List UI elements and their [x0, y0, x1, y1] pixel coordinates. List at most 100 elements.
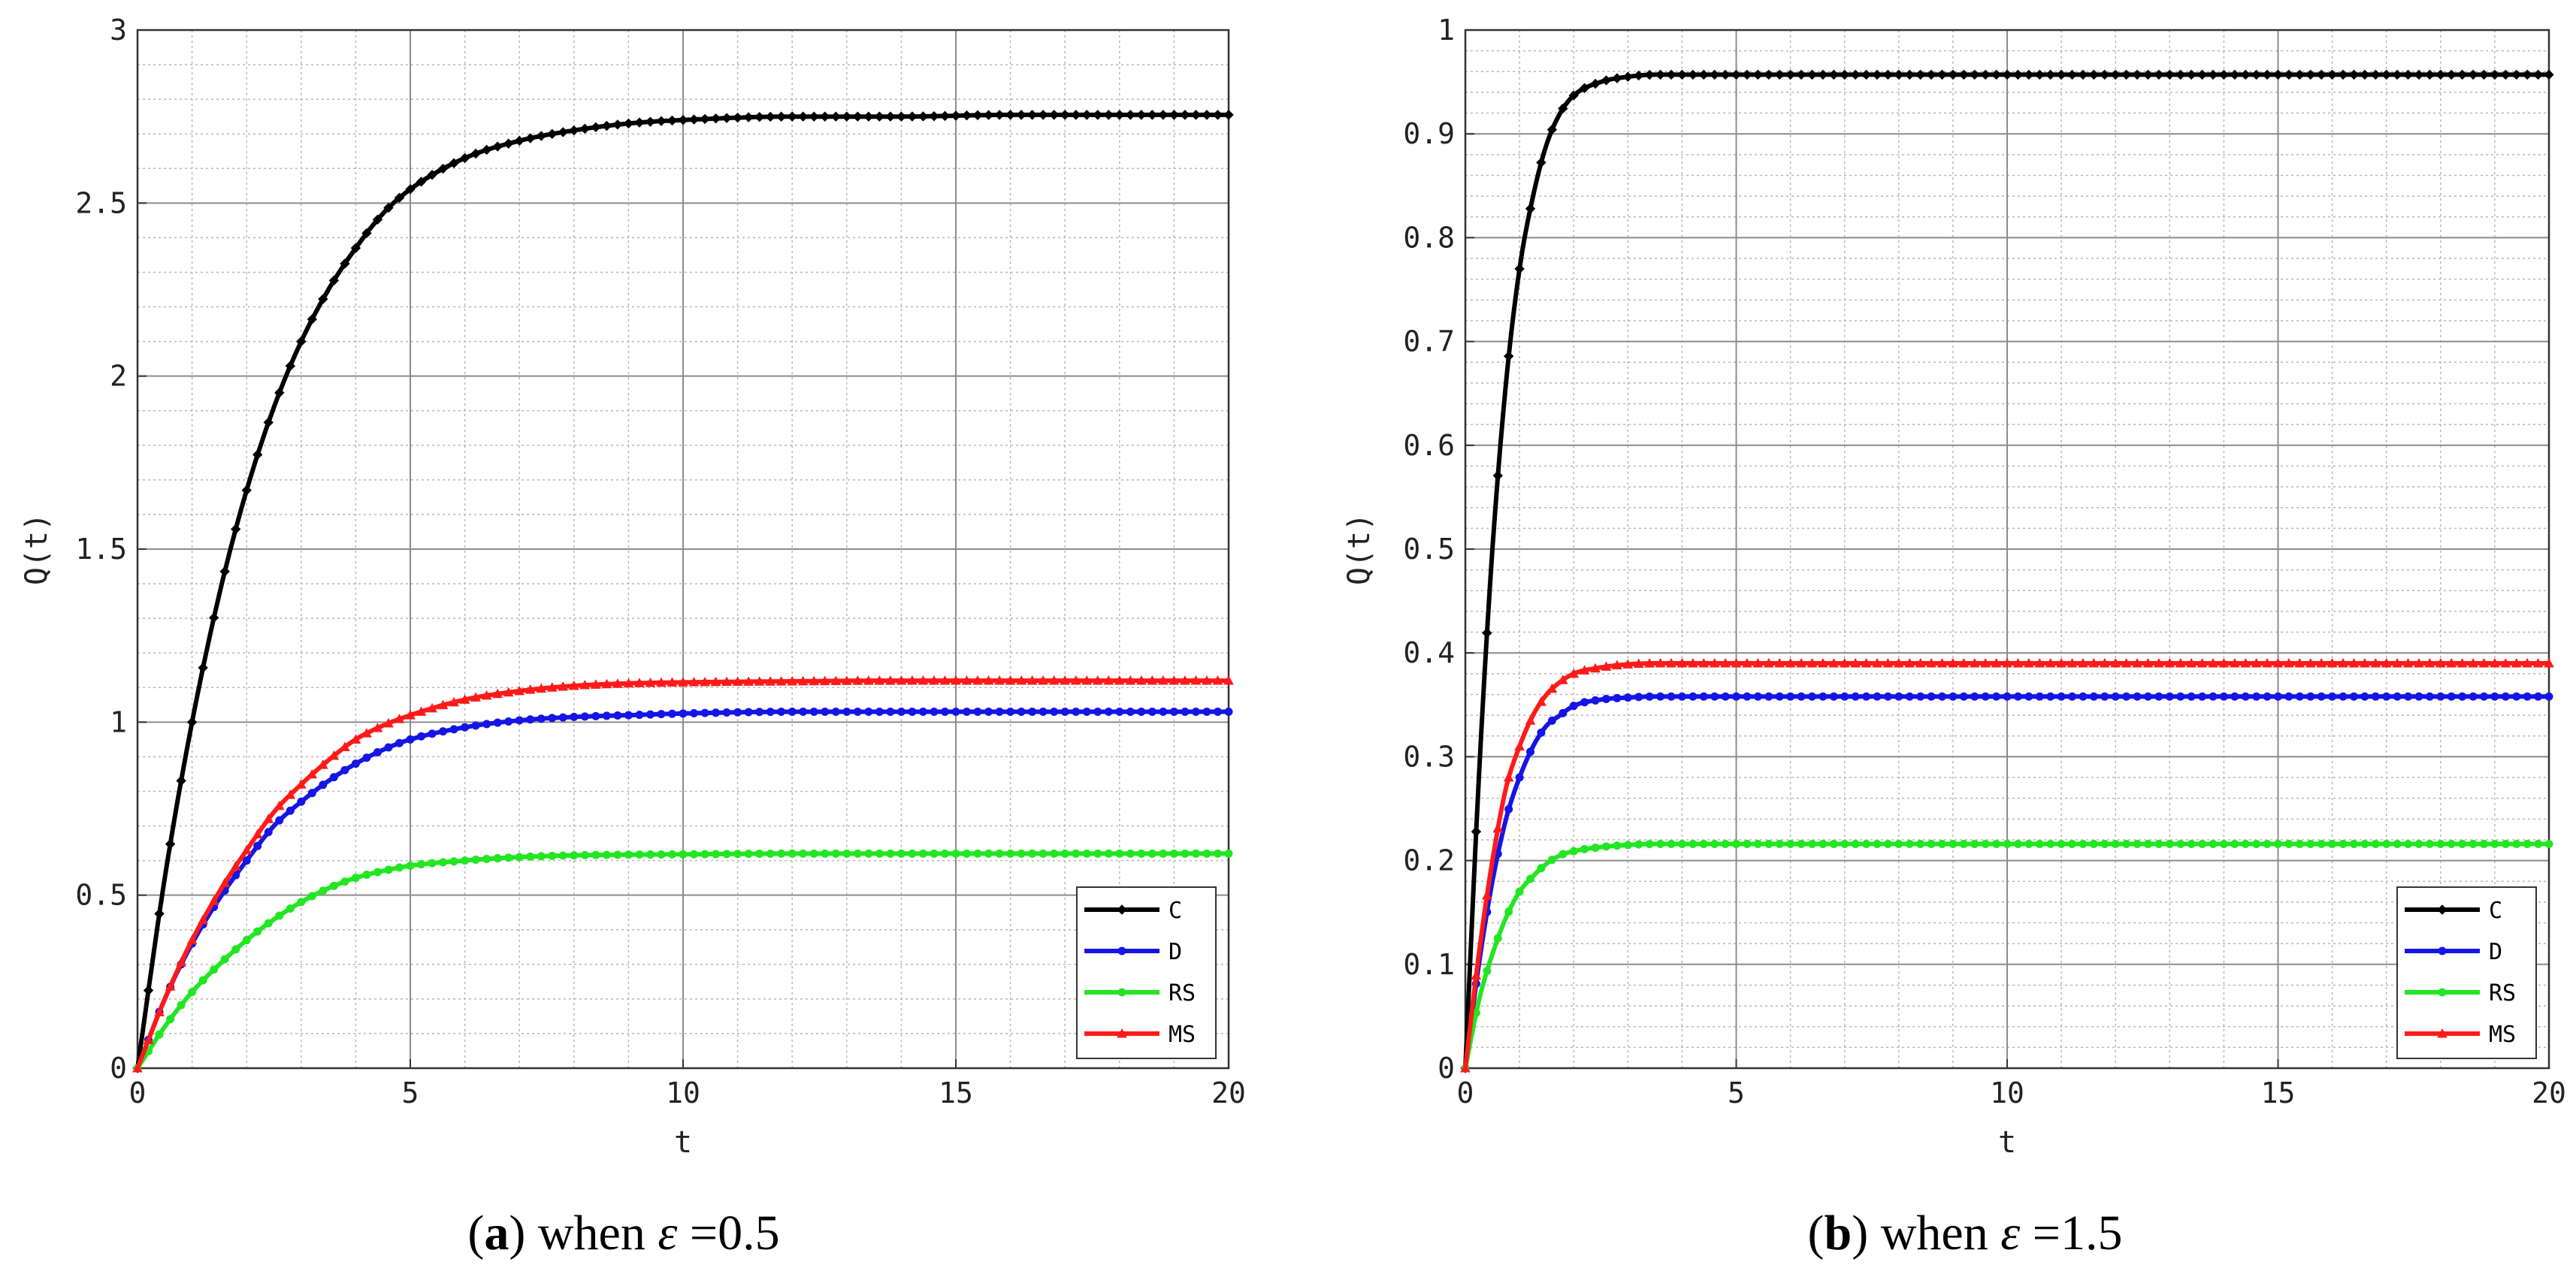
- chart-a-marker-d: [439, 727, 448, 736]
- chart-a-marker-c: [852, 111, 863, 122]
- chart-b-marker-ms: [2262, 657, 2272, 668]
- chart-a-marker-rs: [1169, 849, 1178, 858]
- chart-a-marker-ms: [165, 981, 176, 991]
- chart-b-marker-d: [2111, 692, 2120, 701]
- chart-a-marker-ms: [830, 675, 842, 685]
- chart-a-y-tick-label-1: 1: [110, 705, 127, 738]
- chart-b-marker-d: [2198, 692, 2207, 701]
- chart-b-marker-rs: [2425, 839, 2434, 848]
- chart-b-y-axis-label: Q(t): [1342, 513, 1377, 585]
- chart-b-marker-d: [1883, 692, 1892, 701]
- chart-a-marker-c: [1169, 110, 1180, 120]
- chart-b-marker-rs: [2079, 839, 2088, 848]
- chart-a-marker-c: [721, 113, 732, 123]
- chart-b-marker-d: [1623, 693, 1632, 702]
- chart-a-marker-c: [459, 152, 470, 164]
- chart-b-marker-rs: [2436, 839, 2445, 848]
- chart-b-marker-c: [1579, 83, 1590, 93]
- chart-a-marker-c: [449, 158, 459, 168]
- chart-b-marker-rs: [1894, 839, 1903, 848]
- chart-a-marker-rs: [777, 849, 786, 858]
- chart-b-marker-ms: [2045, 657, 2056, 668]
- chart-b-marker-rs: [2479, 839, 2488, 848]
- chart-b-marker-rs: [1537, 864, 1546, 873]
- chart-b-marker-ms: [2164, 657, 2175, 668]
- chart-b-marker-d: [2035, 692, 2044, 701]
- chart-a-marker-d: [886, 708, 895, 717]
- chart-a-marker-c: [176, 775, 186, 786]
- chart-b-marker-d: [1504, 805, 1513, 814]
- chart-a-marker-d: [755, 708, 764, 717]
- chart-b-marker-d: [2328, 692, 2337, 701]
- chart-b-marker-rs: [2089, 839, 2098, 848]
- chart-b-marker-c: [2164, 69, 2175, 80]
- chart-a-marker-rs: [1104, 849, 1113, 858]
- chart-a-marker-d: [1137, 708, 1146, 717]
- chart-b-marker-ms: [1666, 657, 1677, 668]
- chart-b-marker-rs: [1569, 847, 1578, 856]
- chart-b-marker-ms: [2327, 657, 2338, 668]
- chart-b-marker-ms: [2272, 657, 2284, 668]
- chart-a-marker-d: [351, 759, 360, 768]
- chart-a-marker-rs: [602, 850, 611, 859]
- chart-b-marker-c: [1894, 69, 1904, 80]
- chart-a-marker-rs: [340, 877, 349, 886]
- chart-b-marker-c: [1568, 90, 1579, 101]
- chart-a-marker-c: [361, 228, 372, 239]
- chart-a-marker-c: [547, 128, 558, 140]
- chart-b-marker-ms: [1958, 657, 1970, 668]
- chart-a-marker-c: [612, 119, 623, 130]
- chart-a-marker-ms: [219, 877, 231, 887]
- chart-b-marker-c: [2110, 69, 2121, 80]
- chart-a-marker-rs: [329, 881, 338, 890]
- chart-a-marker-c: [318, 294, 328, 304]
- chart-b-marker-d: [2079, 692, 2088, 701]
- chart-a-marker-ms: [274, 800, 285, 811]
- chart-b-marker-rs: [1764, 839, 1773, 848]
- chart-a-x-tick-label-20: 20: [1211, 1076, 1246, 1109]
- chart-b-marker-c: [1720, 69, 1731, 80]
- chart-a-marker-rs: [1006, 849, 1015, 858]
- chart-b-marker-d: [1721, 692, 1730, 701]
- chart-b-marker-rs: [2111, 839, 2120, 848]
- chart-a-marker-c: [634, 117, 645, 128]
- chart-b-marker-c: [2175, 69, 2186, 80]
- chart-b-marker-rs: [2003, 839, 2012, 848]
- chart-a-marker-ms: [951, 675, 961, 685]
- chart-a-marker-rs: [918, 849, 927, 858]
- chart-a-marker-c: [1071, 110, 1081, 120]
- chart-b-marker-c: [2327, 69, 2338, 80]
- chart-b-legend-label-c: C: [2489, 898, 2502, 924]
- chart-a-marker-rs: [351, 874, 360, 883]
- chart-b-marker-c: [2446, 69, 2457, 80]
- chart-b-legend-box: [2396, 886, 2537, 1059]
- chart-a-marker-ms: [307, 768, 318, 779]
- chart-a-marker-d: [449, 725, 458, 734]
- chart-b-marker-d: [2339, 692, 2348, 701]
- chart-a-marker-ms: [787, 675, 798, 686]
- chart-b-marker-ms: [2348, 657, 2360, 668]
- chart-b-marker-c: [2511, 69, 2522, 80]
- chart-b-marker-ms: [1872, 657, 1882, 668]
- chart-a-marker-d: [613, 711, 622, 720]
- chart-a-marker-c: [219, 566, 230, 577]
- chart-a-marker-d: [667, 709, 676, 718]
- chart-b-marker-rs: [1981, 839, 1990, 848]
- chart-b-marker-rs: [1667, 839, 1676, 848]
- chart-a-marker-c: [830, 111, 841, 122]
- chart-b-marker-ms: [1568, 668, 1580, 678]
- chart-a-marker-ms: [841, 675, 852, 685]
- chart-b-marker-rs: [1559, 850, 1568, 859]
- chart-a-marker-c: [394, 192, 405, 204]
- chart-b-marker-rs: [2414, 839, 2423, 848]
- chart-a-marker-c: [241, 485, 252, 496]
- chart-b-marker-rs: [1504, 907, 1513, 916]
- chart-b-marker-rs: [2165, 839, 2174, 848]
- chart-b-marker-rs: [1970, 839, 1979, 848]
- chart-b-marker-ms: [2142, 657, 2154, 668]
- chart-a-marker-ms: [896, 675, 907, 685]
- chart-b-marker-rs: [1927, 839, 1936, 848]
- chart-b-marker-c: [2522, 69, 2532, 80]
- chart-a-marker-ms: [1212, 675, 1223, 685]
- chart-a-marker-c: [863, 111, 874, 122]
